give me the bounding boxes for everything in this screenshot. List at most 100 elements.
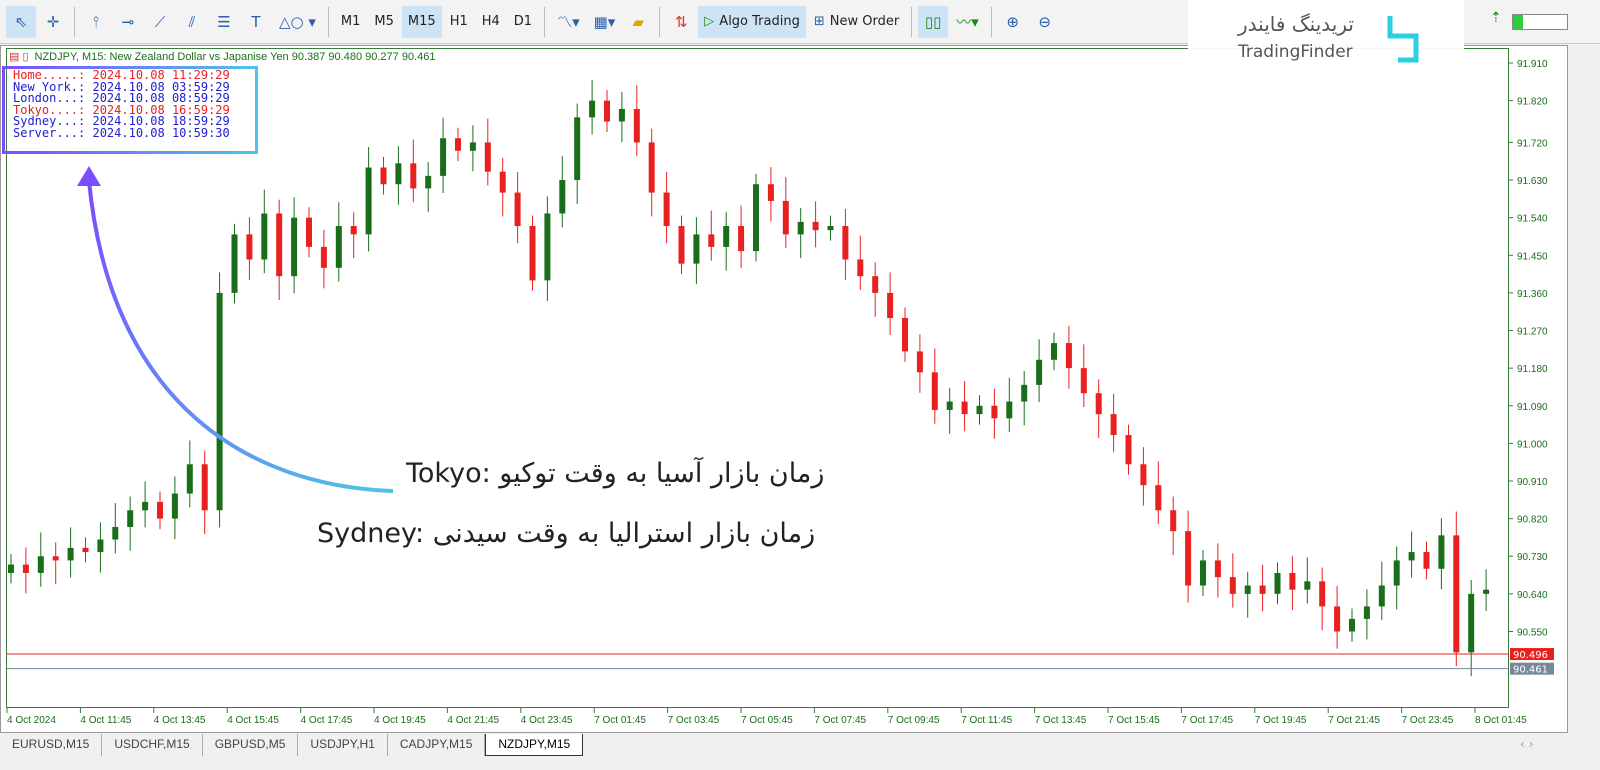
fibonacci-icon[interactable]: ☰ — [217, 12, 231, 31]
candle-bullish — [827, 226, 834, 231]
shapes-icon[interactable]: △○ ▾ — [279, 12, 316, 31]
clock-info: Home.....: 2024.10.08 11:29:29 New York.:… — [13, 69, 230, 140]
candle-bullish — [1438, 535, 1445, 569]
candle-bullish — [425, 175, 432, 189]
candle-bullish — [976, 405, 983, 415]
candle-bearish — [246, 234, 253, 260]
price-label: 91.000 — [1517, 439, 1548, 450]
tab-usdchf-m15[interactable]: USDCHF,M15 — [102, 734, 203, 756]
candle-bearish — [1065, 343, 1072, 369]
indicators-icon[interactable]: 〽▾ — [557, 13, 580, 31]
clock-value: 2024.10.08 08:59:29 — [92, 91, 230, 105]
trade-arrows-icon[interactable]: ⇅ — [675, 12, 688, 31]
candle-bullish — [1021, 384, 1028, 402]
candle-bearish — [991, 405, 998, 419]
templates-icon[interactable]: ▦▾ — [593, 12, 616, 31]
price-label: 91.450 — [1517, 251, 1548, 262]
tab-scroll-arrows[interactable]: ‹ › — [1520, 737, 1534, 751]
zoom-in-icon[interactable]: ⊕ — [1006, 12, 1019, 31]
line-chart-icon[interactable]: 〰▾ — [956, 13, 979, 31]
time-label: 7 Oct 13:45 — [1035, 715, 1087, 726]
time-label: 7 Oct 19:45 — [1255, 715, 1307, 726]
candle-bearish — [1229, 577, 1236, 594]
curved-arrow — [87, 180, 394, 493]
candle-bullish — [574, 117, 581, 181]
candle-bullish — [1006, 401, 1013, 419]
tab-usdjpy-h1[interactable]: USDJPY,H1 — [298, 734, 388, 756]
candle-bearish — [648, 142, 655, 193]
timeframe-m1[interactable]: M1 — [340, 14, 361, 29]
candle-bearish — [1095, 393, 1102, 415]
horizontal-line-icon[interactable]: ⊸ — [121, 12, 135, 31]
tab-cadjpy-m15[interactable]: CADJPY,M15 — [388, 734, 486, 756]
symbol-tabs: EURUSD,M15 USDCHF,M15 GBPUSD,M5 USDJPY,H1 CA… — [0, 734, 1600, 756]
clock-row: New York.: 2024.10.08 03:59:29 — [13, 81, 230, 94]
candle-bearish — [1125, 435, 1132, 465]
algo-trading-button[interactable]: ▷ Algo Trading — [698, 5, 806, 38]
price-label: 91.720 — [1517, 138, 1548, 149]
price-label: 91.270 — [1517, 327, 1548, 338]
text-icon[interactable]: T — [251, 12, 261, 31]
clock-value: 2024.10.08 16:59:29 — [92, 102, 230, 117]
clock-label: Server...: — [13, 125, 93, 140]
chart-window[interactable]: 91.910 91.820 91.720 91.630 91.540 91.450 91.3… — [0, 45, 1568, 733]
tab-eurusd-m15[interactable]: EURUSD,M15 — [0, 734, 103, 756]
signal-icon: ⇡ — [1490, 10, 1502, 26]
zoom-out-icon[interactable]: ⊖ — [1038, 12, 1051, 31]
candle-bearish — [1334, 606, 1341, 632]
candle-bearish — [350, 226, 357, 235]
candle-bullish — [1363, 606, 1370, 619]
trendline-icon[interactable]: ⟋ — [154, 12, 166, 31]
chart-header: ▤ ▯ NZDJPY, M15: New Zealand Dollar vs Ja… — [9, 50, 435, 64]
candle-bullish — [1349, 618, 1355, 632]
clock-row: Tokyo....: 2024.10.08 16:59:29 — [13, 102, 230, 117]
time-label: 4 Oct 13:45 — [154, 715, 206, 726]
separator — [327, 6, 329, 37]
plot-area[interactable] — [6, 48, 1509, 708]
candle-bullish — [97, 539, 104, 553]
cursor-icon[interactable]: ⇖ — [6, 5, 36, 38]
price-label: 90.820 — [1517, 515, 1548, 526]
candle-bearish — [201, 464, 208, 511]
algo-trading-label: Algo Trading — [719, 14, 800, 29]
time-label: 7 Oct 15:45 — [1108, 715, 1160, 726]
candle-bullish — [1378, 585, 1385, 607]
profiles-icon[interactable]: ▰ — [632, 12, 645, 31]
clock-label: Sydney...: — [13, 114, 93, 128]
channel-icon[interactable]: ⫽ — [188, 12, 196, 31]
tab-nzdjpy-m15[interactable]: NZDJPY,M15 — [485, 734, 584, 756]
timeframe-m15[interactable]: M15 — [401, 5, 442, 38]
price-label: 91.540 — [1517, 214, 1548, 225]
candle-bearish — [782, 200, 789, 235]
separator — [659, 6, 661, 37]
timeframe-d1[interactable]: D1 — [513, 14, 533, 29]
candle-bearish — [872, 276, 879, 293]
candle-bearish — [82, 547, 89, 553]
bid-price-tag — [1510, 662, 1554, 675]
crosshair-icon[interactable]: ✛ — [46, 12, 60, 31]
candle-bearish — [499, 171, 506, 193]
candle-bearish — [306, 217, 312, 247]
candle-bearish — [708, 234, 715, 247]
tab-gbpusd-m5[interactable]: GBPUSD,M5 — [203, 734, 299, 756]
bid-price-label: 90.461 — [1513, 665, 1548, 676]
candle-bearish — [1170, 510, 1177, 532]
timeframe-h1[interactable]: H1 — [449, 14, 468, 29]
vertical-line-icon[interactable]: ⫯ — [92, 12, 100, 31]
time-label: 4 Oct 23:45 — [521, 715, 573, 726]
candle-bearish — [22, 564, 29, 573]
candle-bullish — [291, 217, 298, 277]
time-label: 8 Oct 01:45 — [1475, 715, 1527, 726]
clock-row: Server...: 2024.10.08 10:59:30 — [13, 125, 230, 140]
candle-bearish — [857, 259, 864, 277]
candle-bullish — [618, 108, 625, 122]
timeframe-m5[interactable]: M5 — [374, 14, 394, 29]
candle-bullish — [67, 547, 74, 561]
candlestick-icon[interactable]: ▯▯ — [918, 5, 949, 38]
time-label: 4 Oct 19:45 — [374, 715, 426, 726]
candle-bearish — [1214, 560, 1221, 578]
clock-value: 2024.10.08 10:59:30 — [92, 125, 230, 140]
new-order-button[interactable]: ⊞ New Order — [808, 6, 905, 38]
timeframe-h4[interactable]: H4 — [481, 14, 500, 29]
price-label: 91.910 — [1517, 59, 1548, 70]
